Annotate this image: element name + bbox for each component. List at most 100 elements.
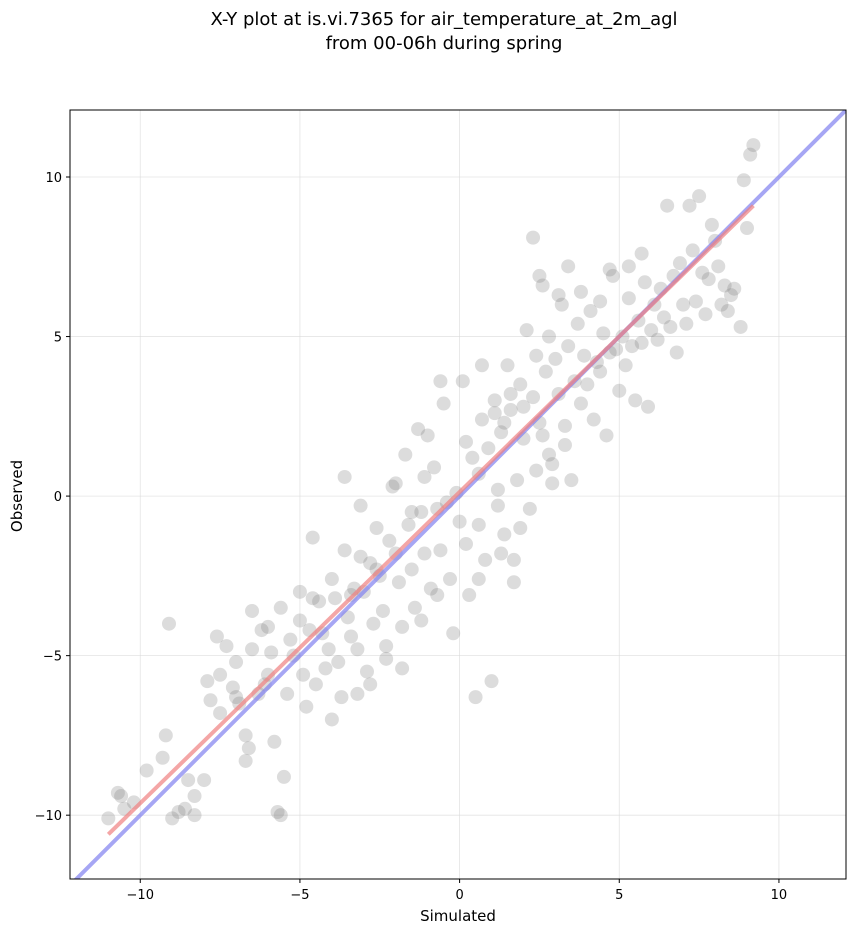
data-point	[471, 572, 486, 587]
data-point	[602, 262, 617, 277]
data-point	[420, 428, 435, 443]
data-point	[589, 355, 604, 370]
data-point	[260, 667, 275, 682]
data-point	[209, 629, 224, 644]
y-axis-label: Observed	[8, 460, 26, 532]
data-point	[494, 425, 509, 440]
data-point	[455, 374, 470, 389]
data-point	[245, 603, 260, 618]
data-point	[280, 686, 295, 701]
data-point	[458, 434, 473, 449]
data-point	[436, 396, 451, 411]
data-point	[161, 616, 176, 631]
data-point	[506, 575, 521, 590]
data-point	[229, 655, 244, 670]
data-point	[200, 674, 215, 689]
data-point	[500, 358, 515, 373]
data-point	[283, 632, 298, 647]
data-point	[411, 422, 426, 437]
data-point	[443, 572, 458, 587]
data-point	[353, 498, 368, 513]
data-point	[117, 801, 132, 816]
data-point	[433, 374, 448, 389]
data-point	[573, 396, 588, 411]
data-point	[305, 591, 320, 606]
data-point	[350, 686, 365, 701]
data-point	[232, 696, 247, 711]
data-point	[487, 406, 502, 421]
data-point	[551, 288, 566, 303]
data-point	[407, 600, 422, 615]
data-point	[478, 552, 493, 567]
data-point	[714, 297, 729, 312]
data-point	[593, 364, 608, 379]
data-point	[388, 476, 403, 491]
data-point	[114, 789, 129, 804]
data-point	[529, 463, 544, 478]
x-axis-label: Simulated	[420, 907, 496, 925]
data-point	[363, 677, 378, 692]
x-tick-label: −5	[290, 888, 309, 903]
data-point	[245, 642, 260, 657]
data-point	[369, 521, 384, 536]
data-point	[695, 265, 710, 280]
data-point	[462, 588, 477, 603]
data-point	[490, 498, 505, 513]
y-tick-label: −5	[43, 650, 62, 665]
data-point	[414, 505, 429, 520]
data-point	[704, 217, 719, 232]
data-point	[573, 284, 588, 299]
data-point	[465, 450, 480, 465]
data-point	[267, 734, 282, 749]
y-tick-label: 10	[45, 171, 62, 186]
data-point	[270, 804, 285, 819]
data-point	[395, 661, 410, 676]
chart-title-line2: from 00-06h during spring	[325, 33, 563, 54]
data-point	[321, 642, 336, 657]
data-point	[615, 329, 630, 344]
data-point	[557, 438, 572, 453]
data-point	[599, 428, 614, 443]
data-point	[660, 198, 675, 213]
data-point	[254, 623, 269, 638]
data-point	[656, 310, 671, 325]
data-point	[672, 256, 687, 271]
data-point	[468, 690, 483, 705]
data-point	[720, 304, 735, 319]
data-point	[312, 594, 327, 609]
data-point	[229, 690, 244, 705]
data-point	[637, 275, 652, 290]
data-point	[324, 712, 339, 727]
data-point	[264, 645, 279, 660]
grid-lines	[70, 110, 846, 879]
data-point	[430, 588, 445, 603]
data-point	[481, 441, 496, 456]
x-tick-label: −10	[127, 888, 154, 903]
data-point	[679, 316, 694, 331]
data-point	[618, 358, 633, 373]
data-point	[292, 613, 307, 628]
reference-lines	[73, 110, 846, 879]
data-point	[663, 319, 678, 334]
data-point	[225, 680, 240, 695]
chart-title: X-Y plot at is.vi.7365 for air_temperatu…	[0, 8, 854, 56]
data-point	[177, 801, 192, 816]
data-point	[641, 399, 656, 414]
data-point	[605, 268, 620, 283]
data-point	[404, 505, 419, 520]
data-point	[308, 677, 323, 692]
data-point	[273, 600, 288, 615]
data-point	[401, 517, 416, 532]
data-point	[564, 473, 579, 488]
data-point	[238, 753, 253, 768]
data-point	[669, 345, 684, 360]
data-point	[743, 147, 758, 162]
data-point	[644, 323, 659, 338]
data-point	[260, 619, 275, 634]
data-point	[650, 332, 665, 347]
x-tick-label: 0	[455, 888, 463, 903]
data-point	[736, 173, 751, 188]
data-point	[391, 575, 406, 590]
data-point	[273, 808, 288, 823]
